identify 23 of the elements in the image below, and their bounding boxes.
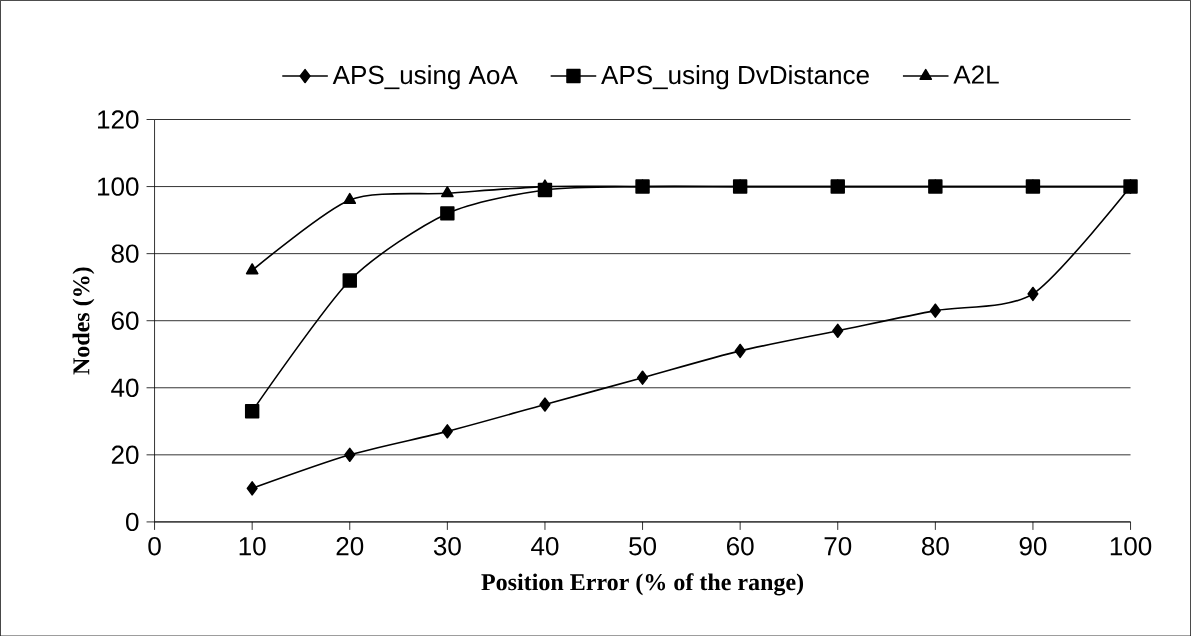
y-tick-label: 0: [126, 512, 139, 531]
y-tick-label: 100: [98, 177, 139, 196]
x-tick-label: 70: [824, 536, 852, 556]
x-tick-label: 100: [1110, 536, 1152, 556]
x-tick-label: 10: [239, 536, 266, 556]
x-tick-label: 50: [629, 536, 657, 556]
y-tick-label: 40: [111, 378, 139, 397]
x-tick-label: 0: [148, 536, 161, 556]
y-axis-title: Nodes (%): [72, 267, 95, 375]
x-tick-label: 90: [1019, 536, 1047, 556]
legend-label: A2L: [953, 65, 999, 84]
legend-label: APS_using AoA: [332, 64, 518, 90]
y-tick-label: 120: [98, 110, 139, 129]
x-axis-title: Position Error (% of the range): [481, 572, 804, 596]
x-tick-label: 20: [336, 536, 364, 556]
x-tick-label: 80: [922, 536, 949, 556]
y-tick-label: 60: [111, 311, 139, 330]
x-tick-label: 40: [531, 536, 559, 556]
y-tick-label: 20: [111, 445, 139, 464]
x-tick-label: 30: [433, 536, 461, 556]
y-tick-label: 80: [111, 244, 139, 263]
legend-label: APS_using DvDistance: [601, 64, 869, 90]
x-tick-label: 60: [726, 536, 754, 556]
